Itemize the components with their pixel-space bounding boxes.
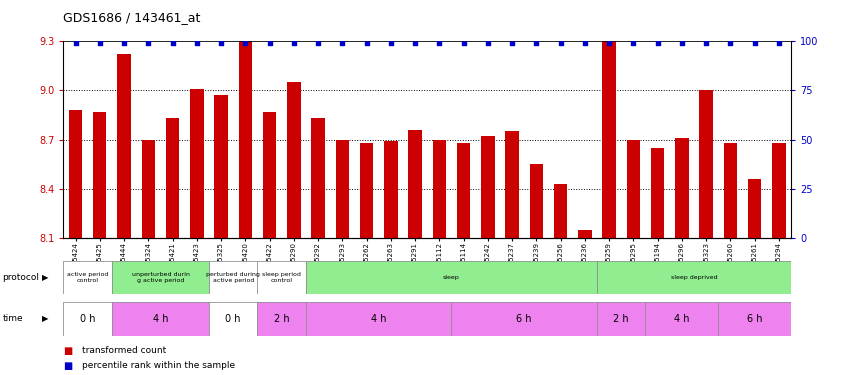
Point <box>409 40 422 46</box>
Bar <box>384 141 398 238</box>
Text: sleep deprived: sleep deprived <box>671 275 717 280</box>
Bar <box>718 302 791 336</box>
Bar <box>209 261 257 294</box>
Point <box>166 40 179 46</box>
Text: 4 h: 4 h <box>371 314 387 324</box>
Point <box>675 40 689 46</box>
Point <box>627 40 640 46</box>
Bar <box>263 112 277 238</box>
Bar <box>360 143 373 238</box>
Point <box>432 40 446 46</box>
Text: 4 h: 4 h <box>153 314 168 324</box>
Point <box>457 40 470 46</box>
Text: 2 h: 2 h <box>274 314 289 324</box>
Point <box>578 40 591 46</box>
Bar <box>505 132 519 238</box>
Text: ■: ■ <box>63 361 73 370</box>
Point <box>384 40 398 46</box>
Point <box>748 40 761 46</box>
Bar <box>651 148 664 238</box>
Text: 0 h: 0 h <box>80 314 96 324</box>
Bar <box>530 164 543 238</box>
Point <box>505 40 519 46</box>
Text: sleep: sleep <box>443 275 460 280</box>
Bar <box>209 302 257 336</box>
Text: ▶: ▶ <box>42 314 49 323</box>
Bar <box>63 302 112 336</box>
Text: 2 h: 2 h <box>613 314 629 324</box>
Bar <box>432 140 446 238</box>
Text: time: time <box>3 314 23 323</box>
Text: ■: ■ <box>63 346 73 355</box>
Bar <box>409 130 422 238</box>
Bar <box>481 136 495 238</box>
Bar <box>239 36 252 238</box>
Point <box>190 40 204 46</box>
Bar <box>457 143 470 238</box>
Point <box>239 40 252 46</box>
Text: percentile rank within the sample: percentile rank within the sample <box>82 361 235 370</box>
Point <box>141 40 155 46</box>
Bar <box>336 140 349 238</box>
Bar <box>69 110 82 238</box>
Point <box>360 40 373 46</box>
Point <box>651 40 664 46</box>
Point <box>554 40 568 46</box>
Point <box>263 40 277 46</box>
Bar <box>190 89 204 238</box>
Point <box>214 40 228 46</box>
Text: sleep period
control: sleep period control <box>262 272 301 283</box>
Bar <box>166 118 179 238</box>
Bar <box>112 302 209 336</box>
Text: ▶: ▶ <box>42 273 49 282</box>
Bar <box>645 302 718 336</box>
Text: 0 h: 0 h <box>226 314 241 324</box>
Text: 6 h: 6 h <box>517 314 532 324</box>
Text: unperturbed durin
g active period: unperturbed durin g active period <box>131 272 190 283</box>
Bar <box>675 138 689 238</box>
Text: 6 h: 6 h <box>747 314 762 324</box>
Bar <box>578 230 591 238</box>
Point <box>93 40 107 46</box>
Bar <box>597 261 791 294</box>
Bar <box>287 82 300 238</box>
Bar <box>772 143 786 238</box>
Bar <box>257 302 306 336</box>
Text: GDS1686 / 143461_at: GDS1686 / 143461_at <box>63 11 201 24</box>
Bar <box>257 261 306 294</box>
Text: transformed count: transformed count <box>82 346 167 355</box>
Point <box>723 40 737 46</box>
Point <box>481 40 495 46</box>
Bar <box>214 95 228 238</box>
Point <box>530 40 543 46</box>
Bar <box>602 35 616 238</box>
Bar <box>141 140 155 238</box>
Bar <box>452 302 597 336</box>
Bar <box>597 302 645 336</box>
Bar <box>311 118 325 238</box>
Bar <box>63 261 112 294</box>
Text: protocol: protocol <box>3 273 40 282</box>
Bar <box>93 112 107 238</box>
Bar <box>627 140 640 238</box>
Bar <box>554 184 568 238</box>
Point <box>311 40 325 46</box>
Bar <box>112 261 209 294</box>
Bar <box>723 143 737 238</box>
Point <box>700 40 713 46</box>
Text: perturbed during
active period: perturbed during active period <box>206 272 261 283</box>
Point <box>287 40 300 46</box>
Point <box>602 40 616 46</box>
Point <box>69 40 82 46</box>
Bar <box>118 54 131 238</box>
Point <box>772 40 786 46</box>
Point <box>336 40 349 46</box>
Point <box>118 40 131 46</box>
Text: 4 h: 4 h <box>674 314 689 324</box>
Text: active period
control: active period control <box>67 272 108 283</box>
Bar <box>700 90 713 238</box>
Bar <box>306 302 452 336</box>
Bar <box>748 179 761 238</box>
Bar <box>306 261 597 294</box>
